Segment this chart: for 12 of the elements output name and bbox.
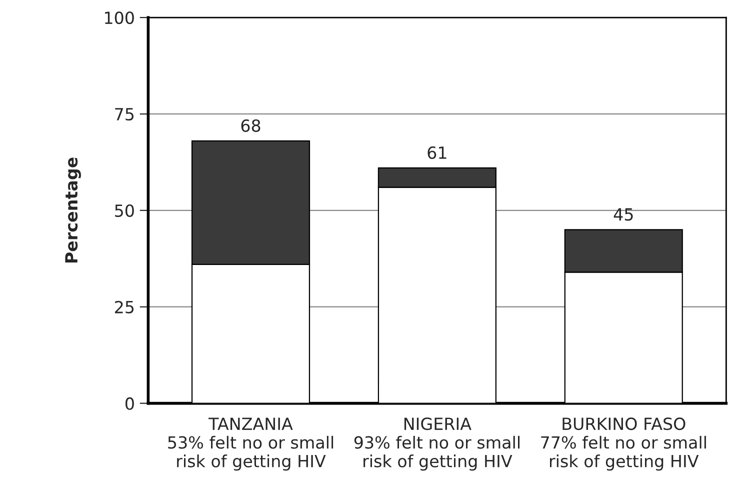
x-tick-label: TANZANIA 53% felt no or small risk of getting HIV xyxy=(168,418,334,471)
total-label: 45 xyxy=(614,208,633,221)
total-label: 68 xyxy=(241,119,260,132)
y-tick-label: 100 xyxy=(105,11,134,24)
y-tick-label: 25 xyxy=(115,300,134,314)
x-tick-label: NIGERIA 93% felt no or small risk of getting HIV xyxy=(354,417,520,471)
y-tick-label: 50 xyxy=(115,204,134,217)
x-tick-label: BURKINO FASO 77% felt no or small risk of getting HIV xyxy=(541,417,706,471)
total-label: 61 xyxy=(428,146,446,159)
y-tick-label: 75 xyxy=(115,108,134,121)
y-tick-label: 0 xyxy=(126,397,134,410)
y-axis-title: Percentage xyxy=(65,158,81,263)
